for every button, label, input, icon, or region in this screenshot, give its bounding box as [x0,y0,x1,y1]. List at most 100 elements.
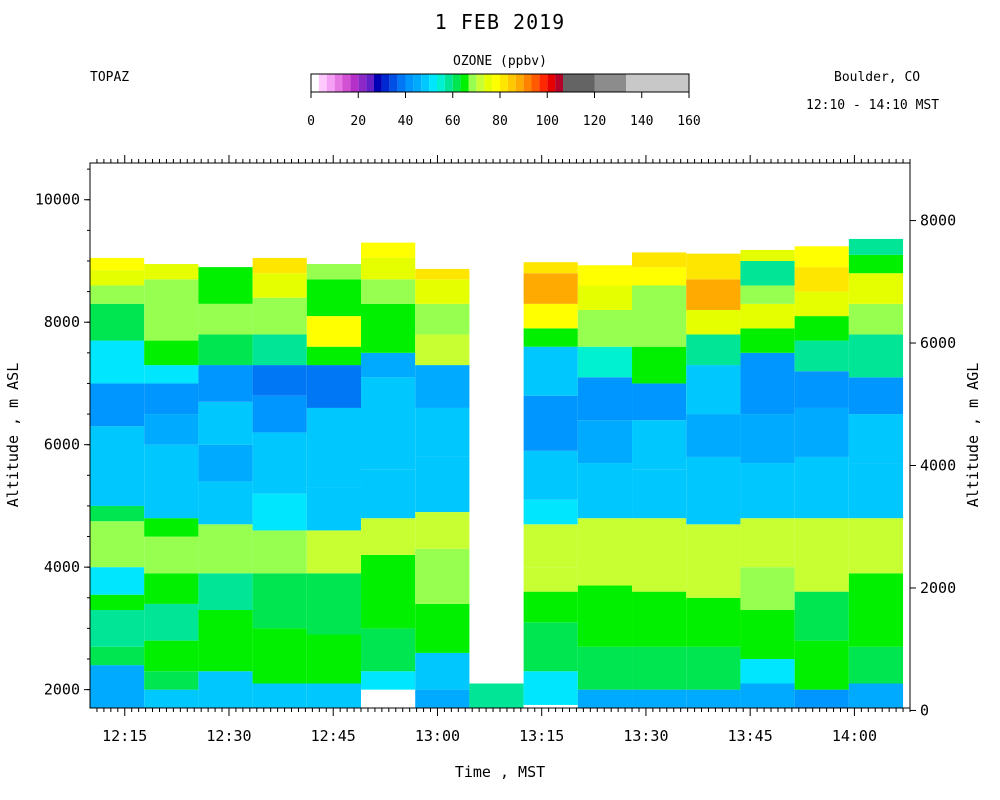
ozone-cell [198,444,253,482]
ozone-cell [252,530,307,574]
ozone-cell [577,463,633,519]
ozone-cell [794,316,849,341]
ozone-cell [686,456,741,525]
site-label: TOPAZ [90,70,130,85]
colorbar-bin [421,74,430,92]
ozone-cell [252,683,307,708]
ozone-cell [523,524,578,568]
ozone-cell [144,640,199,672]
colorbar-bin [381,74,390,92]
ozone-cell [740,260,795,286]
ozone-cell [577,561,633,586]
ozone-cell [361,279,416,304]
ozone-cell [686,414,741,457]
ozone-cell [415,365,470,408]
ozone-cell [90,505,145,522]
ozone-cell [144,279,199,310]
ozone-cell [523,395,578,451]
y-left-tick-label: 6000 [44,436,80,454]
colorbar-tick-label: 20 [350,114,366,129]
ozone-cell [306,365,362,408]
ozone-cell [252,395,307,433]
ozone-cell [686,689,741,708]
ozone-cell [90,665,145,708]
ozone-cell [686,365,741,415]
axis-labels: Time , MST Altitude , m ASL Altitude , m… [4,363,982,781]
y-left-tick-label: 2000 [44,681,80,699]
x-tick-label: 13:45 [728,727,773,745]
ozone-cell [523,262,578,274]
x-tick-label: 13:00 [415,727,460,745]
ozone-cell [740,610,795,660]
colorbar-title: OZONE (ppbv) [453,54,547,69]
colorbar-bin [594,74,626,92]
colorbar-bin [539,74,548,92]
ozone-cell [632,420,687,470]
ozone-cell [198,334,253,366]
ozone-cell [144,309,199,341]
colorbar-tick-label: 140 [630,114,653,129]
ozone-cell [740,659,795,684]
colorbar-bin [555,74,563,92]
colorbar-bin [405,74,414,92]
ozone-cell [144,573,199,604]
colorbar-bin [334,74,343,92]
ozone-cell [794,456,849,519]
ozone-cell [794,246,849,268]
ozone-cell [632,591,687,647]
y-left-tick-label: 8000 [44,313,80,331]
ozone-cell [523,328,578,347]
y-right-tick-label: 6000 [920,334,956,352]
ozone-cell [361,689,416,708]
ozone-cell [306,530,362,574]
colorbar-bin [350,74,359,92]
ozone-cell [252,432,307,494]
ozone-cell [144,264,199,280]
colorbar-bin [500,74,508,92]
ozone-cell [848,273,904,304]
ozone-cell [794,591,849,641]
chart-title: 1 FEB 2019 [434,10,566,34]
ozone-cell [632,689,687,708]
colorbar-bin [437,74,445,92]
ozone-cell [90,383,145,427]
ozone-cell [523,499,578,525]
ozone-cell [740,567,795,611]
ozone-cell [252,297,307,335]
ozone-cell [686,253,741,280]
colorbar-bin [358,74,367,92]
ozone-cell [252,628,307,684]
ozone-cell [144,383,199,415]
ozone-cell [577,346,633,378]
ozone-cell [144,689,199,708]
ozone-cell [848,254,904,274]
ozone-cell [686,646,741,690]
ozone-cell [848,334,904,378]
ozone-cell [523,671,578,705]
ozone-cell [198,671,253,708]
ozone-cell [686,309,741,335]
ozone-cell [415,279,470,304]
ozone-cell [361,628,416,672]
ozone-cell [144,518,199,537]
ozone-cell [198,524,253,574]
ozone-cell [577,420,633,464]
ozone-cell [90,567,145,595]
ozone-cell [144,444,199,519]
axes: 2000 4000 6000 8000 10000 0 2000 4000 6000 8000 12… [35,155,956,745]
ozone-cell [90,340,145,384]
colorbar-bin [318,74,327,92]
ozone-cell [90,610,145,647]
colorbar-tick-label: 120 [583,114,606,129]
ozone-cell [686,334,741,366]
colorbar-tick-label: 40 [398,114,414,129]
colorbar-tick-label: 0 [307,114,315,129]
ozone-cell [198,303,253,335]
ozone-cell [794,640,849,690]
ozone-cell [740,683,795,708]
x-tick-label: 12:45 [311,727,356,745]
ozone-cell [415,303,470,335]
ozone-cell [252,493,307,531]
ozone-cell [848,573,904,647]
ozone-cell [848,303,904,335]
